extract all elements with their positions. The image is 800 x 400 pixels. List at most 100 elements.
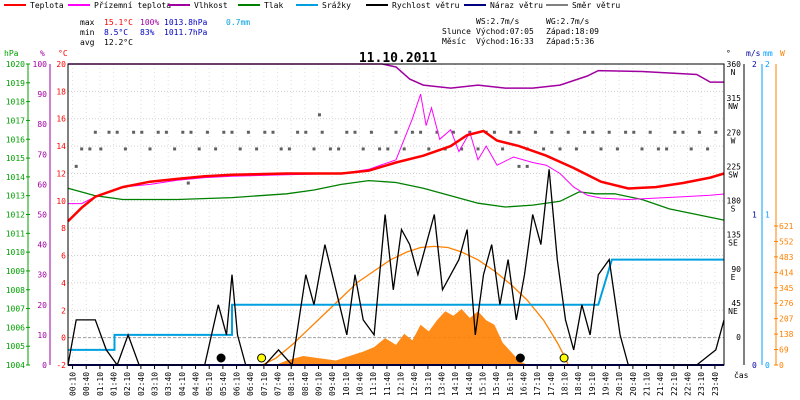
wind-direction-dot xyxy=(74,164,78,168)
wind-direction-dot xyxy=(706,147,710,151)
wind-direction-dot xyxy=(410,130,414,134)
tick-x: 11:10 xyxy=(369,372,378,396)
wind-direction-dot xyxy=(230,130,234,134)
tick-hpa: 1005 xyxy=(6,342,25,351)
tick-x: 17:10 xyxy=(533,372,542,396)
wind-direction-dot xyxy=(656,147,660,151)
tick-x: 13:40 xyxy=(438,372,447,396)
wind-direction-dot xyxy=(476,147,480,151)
legend-label-wind-direction: Směr větru xyxy=(572,1,620,10)
wind-direction-dot xyxy=(115,130,119,134)
wind-direction-dot xyxy=(337,147,341,151)
wind-direction-dot xyxy=(460,147,464,151)
tick-x: 01:10 xyxy=(96,372,105,396)
tick-hpa: 1015 xyxy=(6,154,25,163)
legend-label-wind-speed: Rychlost větru xyxy=(392,1,460,10)
x-axis-label: čas xyxy=(734,370,749,380)
wind-direction-dot xyxy=(312,147,316,151)
wind-direction-dot xyxy=(93,130,97,134)
wind-direction-dot xyxy=(697,130,701,134)
tick-x: 15:40 xyxy=(492,372,501,396)
stats-min-pressure: 1011.7hPa xyxy=(164,28,208,37)
stats-avg-label: avg xyxy=(80,38,95,47)
tick-x: 17:40 xyxy=(547,372,556,396)
tick-percent: 30 xyxy=(37,271,47,280)
tick-percent: 20 xyxy=(37,301,47,310)
tick-x: 00:10 xyxy=(69,372,78,396)
wind-direction-dot xyxy=(123,147,127,151)
wind-direction-dot xyxy=(681,130,685,134)
legend-label-wind-gust: Náraz větru xyxy=(490,1,543,10)
stats-moon-rise: Východ:16:33 xyxy=(476,37,534,46)
legend-label-pressure: Tlak xyxy=(264,1,283,10)
wind-direction-dot xyxy=(140,130,144,134)
tick-watt: 483 xyxy=(779,253,794,262)
tick-x: 05:40 xyxy=(219,372,228,396)
tick-mm: 2 xyxy=(765,60,770,69)
wind-direction-dot xyxy=(451,130,455,134)
wind-direction-dot xyxy=(304,130,308,134)
tick-x: 07:40 xyxy=(274,372,283,396)
wind-direction-dot xyxy=(673,130,677,134)
tick-percent: 90 xyxy=(37,90,47,99)
legend-label-temperature: Teplota xyxy=(30,1,64,10)
tick-x: 06:40 xyxy=(246,372,255,396)
wind-direction-dot xyxy=(501,147,505,151)
axis-unit-mm: mm xyxy=(763,49,773,58)
wind-direction-dot xyxy=(607,130,611,134)
tick-x: 20:10 xyxy=(615,372,624,396)
wind-direction-dot xyxy=(542,147,546,151)
axis-unit-hpa: hPa xyxy=(4,49,19,58)
wind-direction-dot xyxy=(525,164,529,168)
tick-ms: 2 xyxy=(752,60,757,69)
wind-direction-dot xyxy=(271,130,275,134)
tick-direction: 360 xyxy=(727,60,742,69)
tick-hpa: 1009 xyxy=(6,267,25,276)
wind-direction-dot xyxy=(566,130,570,134)
wind-direction-dot xyxy=(435,130,439,134)
stats-wind-speed: WS:2.7m/s xyxy=(476,17,520,26)
tick-percent: 10 xyxy=(37,331,47,340)
wind-direction-dot xyxy=(263,130,267,134)
wind-direction-dot xyxy=(492,130,496,134)
plot-frame xyxy=(67,63,725,366)
tick-percent: 40 xyxy=(37,241,47,250)
wind-direction-dot xyxy=(533,130,537,134)
tick-mm: 1 xyxy=(765,211,770,220)
tick-x: 04:40 xyxy=(192,372,201,396)
wind-direction-dot xyxy=(689,147,693,151)
tick-x: 01:40 xyxy=(110,372,119,396)
tick-celsius: 0 xyxy=(61,334,66,343)
wind-direction-dot xyxy=(287,147,291,151)
stats-min-label: min xyxy=(80,28,95,37)
wind-direction-dot xyxy=(222,130,226,134)
tick-x: 12:10 xyxy=(397,372,406,396)
wind-direction-dot xyxy=(80,147,84,151)
wind-direction-dot xyxy=(164,130,168,134)
wind-direction-dot xyxy=(246,130,250,134)
tick-celsius: 18 xyxy=(56,87,66,96)
wind-direction-dot xyxy=(181,130,185,134)
wind-direction-dot xyxy=(640,147,644,151)
stats-rain-total: 0.7mm xyxy=(226,18,250,27)
tick-hpa: 1013 xyxy=(6,192,25,201)
wind-direction-dot xyxy=(402,147,406,151)
tick-watt: 414 xyxy=(779,268,794,277)
stats-min-temp: 8.5°C xyxy=(104,28,128,37)
tick-watt: 276 xyxy=(779,299,794,308)
wind-direction-dot xyxy=(320,130,324,134)
tick-mm: 0 xyxy=(765,361,770,370)
tick-direction: 0 xyxy=(736,333,741,342)
wind-direction-dot xyxy=(186,181,190,185)
wind-direction-dot xyxy=(517,164,521,168)
tick-x: 21:10 xyxy=(643,372,652,396)
tick-x: 02:10 xyxy=(123,372,132,396)
legend: Teplota Přízemní teplota Vlhkost Tlak Sr… xyxy=(4,1,620,10)
wind-direction-dot xyxy=(107,130,111,134)
tick-hpa: 1007 xyxy=(6,305,25,314)
tick-x: 19:10 xyxy=(588,372,597,396)
tick-x: 16:40 xyxy=(520,372,529,396)
stats-moon-set: Západ:5:36 xyxy=(546,37,594,46)
wind-direction-dot xyxy=(353,130,357,134)
tick-x: 22:40 xyxy=(684,372,693,396)
